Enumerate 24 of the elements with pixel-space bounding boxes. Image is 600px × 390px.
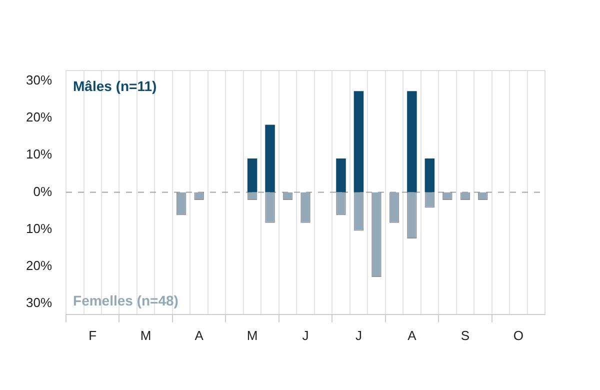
bar (336, 158, 346, 192)
y-tick-label: 20% (26, 258, 52, 273)
x-tick-label: A (194, 328, 204, 343)
bar (265, 124, 275, 192)
y-tick-label: 0% (33, 184, 52, 199)
x-tick-label: S (460, 328, 470, 343)
bar (424, 158, 435, 192)
y-tick-label: 10% (26, 146, 52, 162)
x-tick-label: M (246, 328, 258, 343)
x-tick-label: M (140, 328, 152, 343)
bar (247, 158, 258, 192)
text: Femelles (n=48) (73, 292, 178, 308)
y-tick-label: 10% (26, 220, 52, 236)
bar (407, 91, 417, 192)
x-tick-label: J (302, 328, 309, 343)
x-tick-label: O (513, 328, 524, 343)
x-tick-label: J (355, 328, 362, 343)
x-tick-label: F (88, 328, 97, 343)
y-tick-label: 30% (26, 72, 52, 88)
text: Mâles (n=11) (73, 78, 157, 94)
x-tick-label: A (408, 328, 417, 343)
bar (354, 91, 364, 192)
y-tick-label: 20% (26, 110, 52, 125)
y-tick-label: 30% (26, 294, 52, 310)
